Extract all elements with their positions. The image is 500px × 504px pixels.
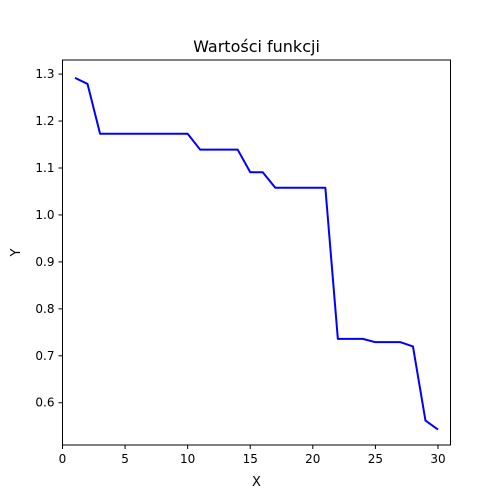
y-tick-label: 0.7: [35, 349, 54, 363]
series-line: [74, 76, 439, 431]
y-tick-label: 1.2: [35, 114, 54, 128]
y-tick-label: 1.0: [35, 208, 54, 222]
x-tick-label: 0: [59, 452, 67, 466]
x-tick-label: 5: [121, 452, 129, 466]
plot-background: [62, 60, 451, 445]
x-tick-label: 20: [305, 452, 320, 466]
chart-title: Wartości funkcji: [193, 37, 320, 56]
y-tick-label: 0.9: [35, 255, 54, 269]
y-tick-label: 1.3: [35, 67, 54, 81]
x-axis-label: X: [252, 475, 261, 490]
y-axis-label: Y: [9, 248, 24, 257]
x-tick-label: 15: [243, 452, 258, 466]
x-tick-label: 10: [180, 452, 195, 466]
plot-frame: [62, 59, 451, 446]
y-tick-label: 0.6: [35, 396, 54, 410]
plot-area: [62, 59, 451, 446]
x-axis-ticks: 0 5 10 15 20 25 30: [59, 445, 446, 466]
y-tick-label: 1.1: [35, 161, 54, 175]
x-tick-label: 30: [430, 452, 445, 466]
y-axis-ticks: 0.6 0.7 0.8 0.9 1.0 1.1 1.2 1.3: [35, 67, 63, 410]
x-tick-label: 25: [368, 452, 383, 466]
y-tick-label: 0.8: [35, 302, 54, 316]
series-layer: [74, 76, 439, 431]
